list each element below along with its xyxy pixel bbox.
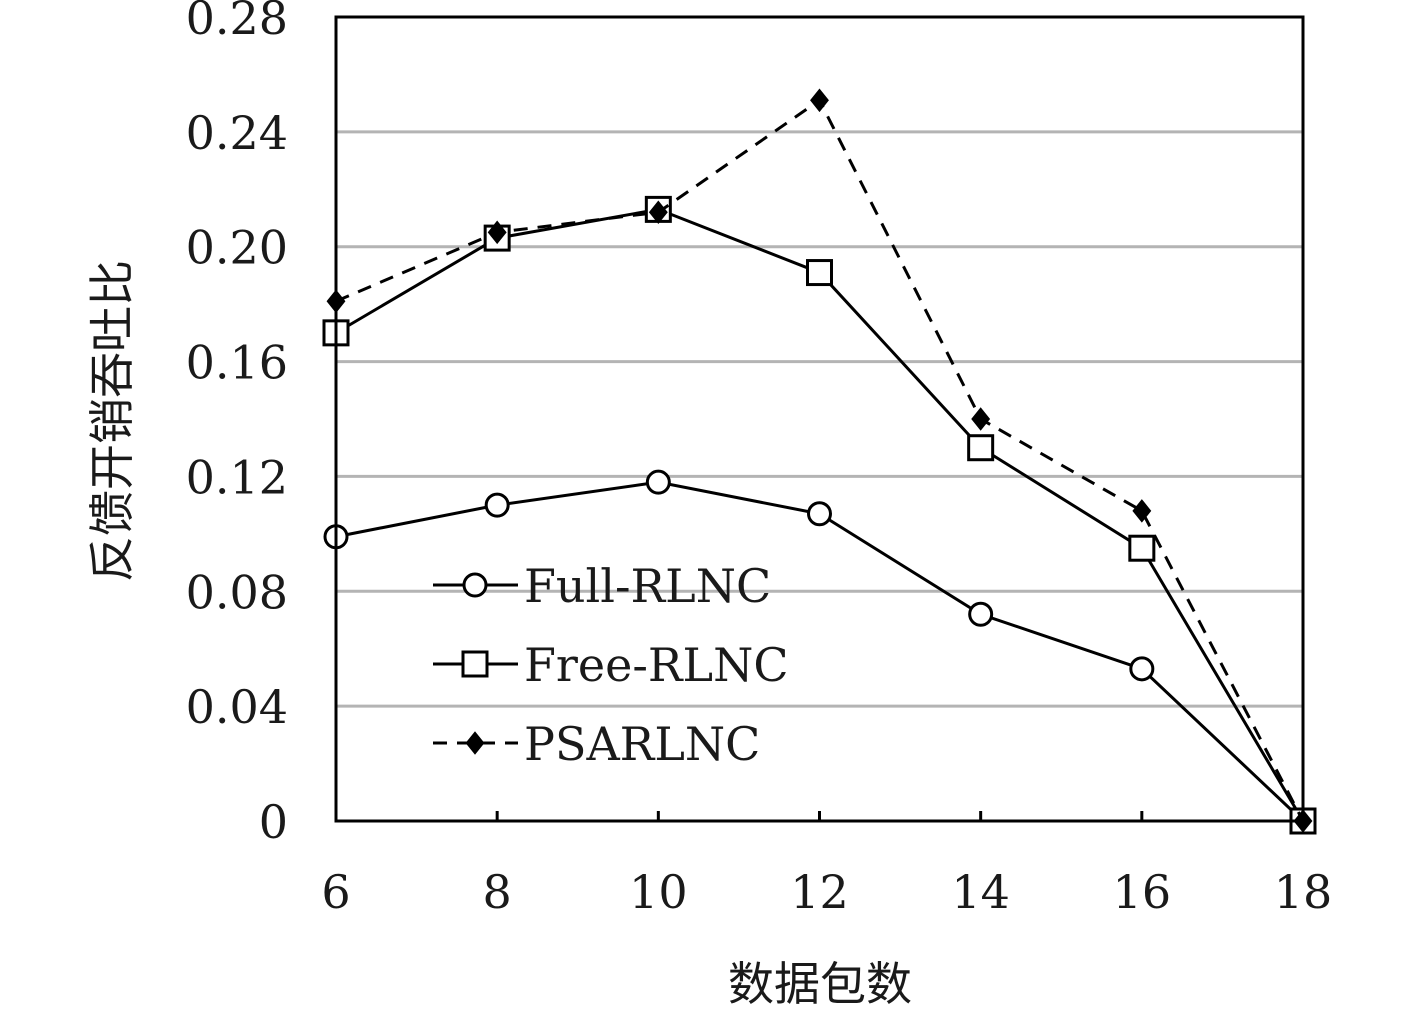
x-tick-label: 10	[629, 865, 688, 919]
x-tick-label: 6	[321, 865, 350, 919]
plot-frame	[334, 15, 1305, 823]
x-tick-label: 12	[790, 865, 849, 919]
legend-label: Full-RLNC	[524, 559, 771, 613]
point-full-rlnc	[1129, 656, 1155, 682]
x-axis-title: 数据包数	[728, 957, 912, 1011]
x-tick-label: 14	[951, 865, 1010, 919]
point-psarlnc	[1132, 499, 1152, 523]
point-free-rlnc	[967, 434, 995, 462]
x-tick-label: 8	[483, 865, 512, 919]
legend-item-psarlnc: PSARLNC	[433, 717, 760, 771]
y-tick-label: 0.12	[186, 450, 288, 504]
point-psarlnc	[487, 220, 507, 245]
point-free-rlnc	[806, 259, 833, 287]
point-full-rlnc	[484, 492, 510, 518]
y-tick-label: 0.24	[186, 106, 288, 160]
point-psarlnc	[648, 200, 668, 225]
axes	[334, 15, 1305, 823]
y-tick-label: 0	[259, 795, 288, 849]
legend: Full-RLNC Free-RLNC PSARLNC	[433, 559, 789, 771]
point-full-rlnc	[645, 469, 671, 495]
y-tick-label: 0.08	[186, 565, 288, 619]
y-tick-label: 0.28	[186, 0, 288, 45]
x-tick-label: 18	[1274, 865, 1333, 919]
y-tick-label: 0.16	[186, 336, 288, 390]
tick-labels: 0 0.04 0.08 0.12 0.16 0.20 0.24 0.28 6 8 10 12 14 16 1…	[186, 0, 1333, 919]
legend-marker	[462, 572, 488, 598]
y-tick-label: 0.20	[186, 221, 288, 275]
point-free-rlnc	[1128, 534, 1156, 562]
y-axis-title: 反馈开销吞吐比	[85, 260, 139, 582]
grid-lines	[336, 130, 1303, 708]
plot-series	[322, 88, 1317, 835]
point-psarlnc	[971, 407, 991, 431]
x-tick-label: 16	[1113, 865, 1172, 919]
series-line-psarlnc	[335, 98, 1305, 822]
legend-label: PSARLNC	[524, 717, 760, 771]
legend-label: Free-RLNC	[524, 638, 789, 692]
y-tick-label: 0.04	[186, 680, 288, 734]
legend-item-full-rlnc: Full-RLNC	[433, 559, 771, 613]
legend-item-free-rlnc: Free-RLNC	[433, 638, 789, 692]
legend-marker	[461, 650, 489, 678]
point-psarlnc	[810, 88, 829, 113]
point-full-rlnc	[968, 601, 994, 627]
point-full-rlnc	[807, 501, 832, 527]
legend-marker	[465, 731, 485, 755]
